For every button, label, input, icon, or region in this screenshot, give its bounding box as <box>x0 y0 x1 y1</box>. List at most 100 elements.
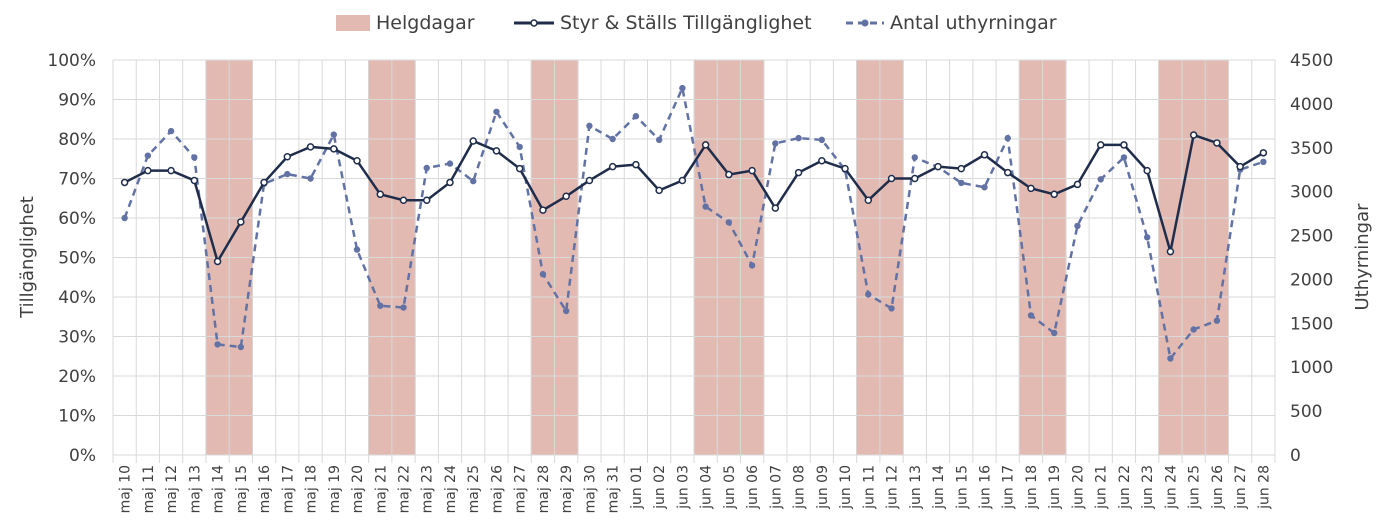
legend: Helgdagar Styr & Ställs Tillgänglighet A… <box>336 12 1057 34</box>
left-axis-tick-label: 10% <box>58 407 96 427</box>
availability-point <box>655 186 663 195</box>
rentals-point <box>446 160 454 167</box>
x-axis-tick-label: maj 27 <box>513 465 529 513</box>
right-axis-tick-label: 2000 <box>1290 270 1333 290</box>
x-axis-tick-label: jun 08 <box>792 465 808 510</box>
left-axis-tick-label: 80% <box>58 130 96 150</box>
rentals-point <box>1260 158 1267 166</box>
availability-point <box>1073 180 1082 189</box>
left-axis-tick-label: 60% <box>58 209 96 229</box>
rentals-point <box>1051 329 1058 337</box>
right-axis-tick-label: 1500 <box>1290 314 1333 334</box>
x-axis-tick-label: maj 31 <box>606 465 622 513</box>
rentals-point <box>911 154 918 161</box>
x-axis-tick-label: maj 26 <box>489 465 505 513</box>
rentals-point <box>307 175 314 182</box>
availability-point <box>794 168 803 177</box>
availability-point <box>306 143 315 151</box>
availability-point <box>748 166 756 175</box>
availability-point <box>353 156 361 165</box>
x-axis-tick-label: maj 21 <box>373 465 389 513</box>
rentals-point <box>679 84 686 92</box>
rentals-point <box>353 246 361 253</box>
rentals-line <box>123 83 1264 362</box>
rentals-point <box>725 219 733 226</box>
rentals-point <box>377 302 384 309</box>
availability-point <box>1096 141 1105 149</box>
rentals-point <box>1027 312 1035 319</box>
right-axis-tick-label: 0 <box>1290 446 1301 466</box>
x-axis-tick-label: maj 30 <box>582 465 598 513</box>
availability-point <box>632 160 640 169</box>
x-axis-tick-label: maj 23 <box>420 465 436 513</box>
rentals-point <box>470 177 477 185</box>
series-availability <box>120 131 1268 266</box>
x-axis-tick-label: jun 11 <box>861 465 877 510</box>
left-axis-tick-label: 50% <box>58 249 96 269</box>
availability-point <box>934 162 942 171</box>
x-axis-tick-label: maj 29 <box>559 465 575 513</box>
right-axis-label: Uthyrningar <box>1352 203 1373 311</box>
x-axis-tick-label: jun 13 <box>908 465 924 510</box>
x-axis-tick-label: jun 25 <box>1187 465 1203 510</box>
x-axis-tick-label: maj 10 <box>118 465 134 513</box>
x-axis-tick-label: maj 19 <box>327 465 343 513</box>
gridlines <box>112 59 1276 463</box>
availability-point <box>120 178 129 187</box>
availability-point <box>1166 247 1175 256</box>
availability-point <box>864 196 873 204</box>
x-axis-tick-label: jun 14 <box>931 465 947 510</box>
availability-point <box>1050 190 1058 199</box>
x-axis-tick-label: jun 04 <box>699 465 715 510</box>
availability-point <box>1213 139 1221 147</box>
availability-point <box>608 162 617 171</box>
rentals-point <box>516 143 523 151</box>
rentals-point <box>888 305 895 312</box>
left-axis-tick-label: 0% <box>69 446 96 466</box>
availability-point <box>190 176 199 185</box>
availability-point <box>1143 166 1151 175</box>
rentals-point <box>423 164 430 172</box>
x-axis-ticks: maj 10 maj 11 maj 12 maj 13 maj 14 maj 15 maj … <box>118 465 1273 513</box>
availability-point <box>585 176 594 185</box>
availability-point <box>213 257 222 266</box>
x-axis-tick-label: jun 05 <box>722 465 738 510</box>
x-axis-tick-label: jun 02 <box>652 465 668 510</box>
x-axis-tick-label: jun 07 <box>768 465 784 510</box>
x-axis-tick-label: maj 12 <box>164 465 180 513</box>
availability-point <box>771 204 780 212</box>
x-axis-tick-label: jun 06 <box>745 465 761 510</box>
availability-point <box>841 164 849 173</box>
availability-point <box>237 218 245 226</box>
x-axis-tick-label: jun 20 <box>1070 465 1086 510</box>
x-axis-tick-label: jun 22 <box>1117 465 1133 510</box>
right-axis-tick-label: 4500 <box>1290 51 1333 71</box>
x-axis-tick-label: jun 03 <box>675 465 691 510</box>
legend-swatch-holidays <box>336 15 370 31</box>
x-axis-tick-label: maj 24 <box>443 465 459 513</box>
left-axis-tick-label: 40% <box>58 288 96 308</box>
availability-point <box>887 174 896 183</box>
availability-point <box>1003 168 1012 177</box>
rentals-point <box>400 304 407 311</box>
x-axis-tick-label: maj 18 <box>304 465 320 513</box>
right-axis-tick-label: 3000 <box>1290 183 1333 203</box>
rentals-point <box>958 179 965 187</box>
availability-point <box>562 192 570 201</box>
availability-point <box>1259 149 1268 157</box>
x-axis-tick-label: maj 13 <box>187 465 203 513</box>
rentals-point <box>493 108 500 115</box>
availability-point <box>1189 131 1198 139</box>
x-axis-tick-label: jun 01 <box>629 465 645 510</box>
x-axis-tick-label: jun 17 <box>1001 465 1017 510</box>
legend-marker-rentals <box>861 19 869 27</box>
x-axis-tick-label: maj 15 <box>234 465 250 513</box>
x-axis-tick-label: jun 26 <box>1210 465 1226 510</box>
left-axis-tick-label: 20% <box>58 367 96 387</box>
availability-point <box>1120 141 1128 149</box>
rentals-point <box>632 112 640 120</box>
availability-point <box>376 190 385 199</box>
rentals-point <box>1120 154 1128 161</box>
legend-label-holidays: Helgdagar <box>376 12 475 34</box>
legend-label-rentals: Antal uthyrningar <box>890 12 1057 34</box>
